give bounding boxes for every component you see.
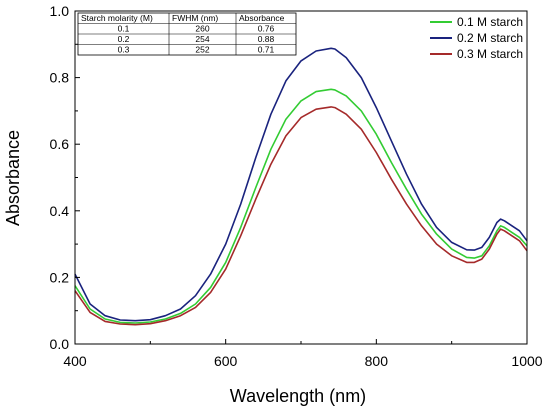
table-header-cell: Starch molarity (M) (81, 13, 153, 23)
y-tick-label: 0.4 (50, 203, 70, 219)
legend-label: 0.1 M starch (457, 15, 523, 29)
table-cell: 0.3 (118, 45, 130, 55)
x-tick-label: 1000 (511, 353, 542, 369)
y-tick-label: 1.0 (50, 3, 70, 19)
table-cell: 252 (195, 45, 209, 55)
y-tick-label: 0.0 (50, 336, 70, 352)
table-header-cell: FWHM (nm) (172, 13, 218, 23)
table-header-cell: Absorbance (239, 13, 285, 23)
table-cell: 0.88 (258, 34, 275, 44)
series-line-2 (74, 47, 528, 322)
plot-lines (74, 47, 528, 326)
table-cell: 0.1 (118, 24, 130, 34)
table-cell: 254 (195, 34, 209, 44)
y-axis-label: Absorbance (3, 130, 23, 226)
y-tick-label: 0.2 (50, 269, 70, 285)
table-cell: 260 (195, 24, 209, 34)
x-tick-label: 800 (365, 353, 389, 369)
legend-label: 0.3 M starch (457, 47, 523, 61)
series-line-3 (74, 106, 528, 326)
table-cell: 0.76 (258, 24, 275, 34)
axes: 0.0 0.2 0.4 0.6 0.8 1.0 400 600 800 1000 (50, 3, 543, 369)
x-tick-label: 600 (214, 353, 238, 369)
x-axis-label: Wavelength (nm) (230, 386, 366, 406)
x-tick-label: 400 (63, 353, 87, 369)
data-table: Starch molarity (M) FWHM (nm) Absorbance0.… (77, 12, 297, 56)
y-tick-label: 0.8 (50, 70, 70, 86)
table-cell: 0.71 (258, 45, 275, 55)
series-line-1 (74, 88, 528, 324)
table-cell: 0.2 (118, 34, 130, 44)
legend-label: 0.2 M starch (457, 31, 523, 45)
legend: 0.1 M starch 0.2 M starch 0.3 M starch (430, 15, 523, 61)
y-tick-label: 0.6 (50, 136, 70, 152)
